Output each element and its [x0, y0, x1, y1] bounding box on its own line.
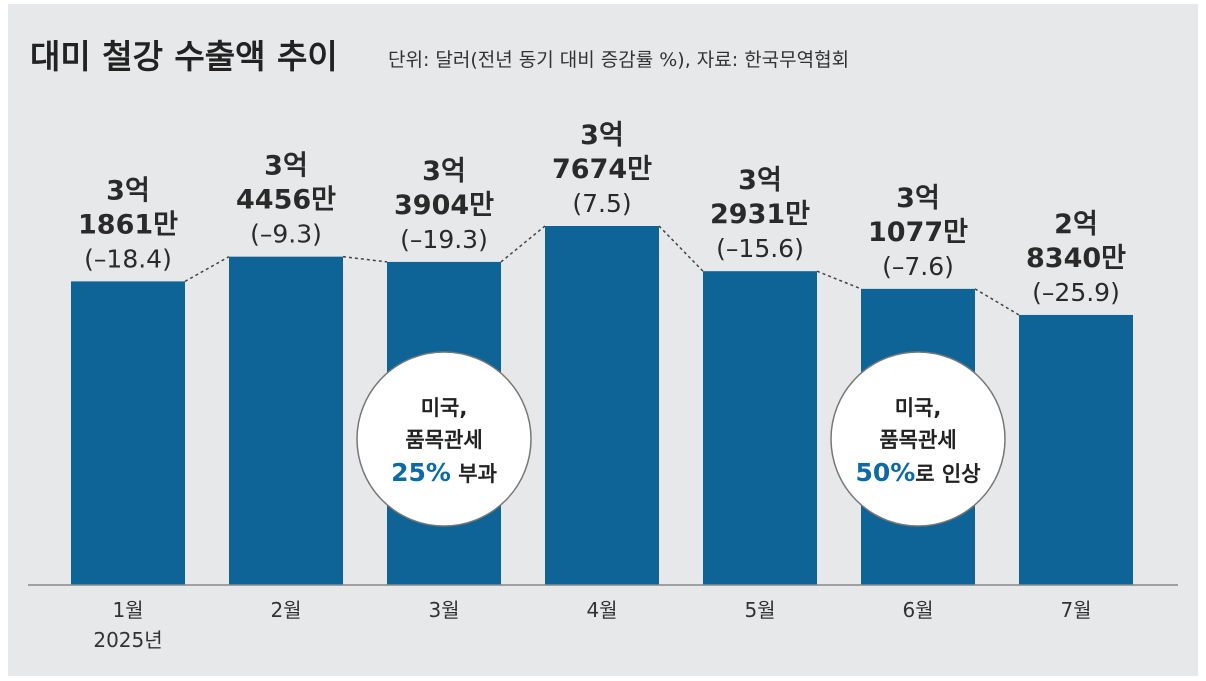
value-label-line2: 8340만: [1026, 243, 1126, 274]
chart-subtitle: 단위: 달러(전년 동기 대비 증감률 %), 자료: 한국무역협회: [388, 49, 849, 71]
x-axis-labels: 1월 2월 3월 4월 5월 6월 7월 2025년: [93, 598, 1091, 652]
connector-lines: [184, 225, 1020, 316]
annotation-1: 미국, 품목관세 25% 부과: [356, 351, 532, 527]
value-labels: 3억1861만(–18.4)3억4456만(–9.3)3억3904만(–19.3…: [78, 120, 1126, 307]
bar-5: [703, 271, 817, 585]
connector-line: [184, 256, 230, 283]
value-label-line1: 3억: [422, 156, 466, 187]
annotation-circle: [356, 351, 532, 527]
annotation-line2: 품목관세: [405, 428, 482, 452]
annotation-line1: 미국,: [421, 396, 468, 420]
annotation-line3: 25% 부과: [391, 458, 497, 487]
change-label: (7.5): [572, 189, 631, 218]
value-label-line1: 3억: [580, 120, 624, 151]
x-tick-label: 4월: [586, 598, 617, 622]
bar-7: [1019, 314, 1133, 585]
annotation-suffix: 부과: [451, 462, 497, 486]
connector-line: [658, 225, 704, 272]
annotation-line2: 품목관세: [879, 428, 956, 452]
value-label-line2: 3904만: [394, 190, 494, 221]
value-label-line1: 3억: [264, 151, 308, 182]
value-label-line2: 1077만: [868, 217, 968, 248]
change-label: (–18.4): [84, 244, 172, 273]
connector-line: [500, 225, 546, 263]
x-year-label: 2025년: [93, 628, 162, 652]
value-label-line1: 3억: [106, 175, 150, 206]
change-label: (–19.3): [400, 225, 488, 254]
annotation-circle: [830, 351, 1006, 527]
annotations: 미국, 품목관세 25% 부과 미국, 품목관세 50%로 인상: [356, 351, 1006, 527]
bar-2: [229, 256, 343, 585]
annotation-line1: 미국,: [895, 396, 942, 420]
x-tick-label: 3월: [428, 598, 459, 622]
connector-line: [816, 270, 862, 290]
value-label-line2: 7674만: [552, 154, 652, 185]
x-tick-label: 2월: [270, 598, 301, 622]
connector-line: [342, 255, 388, 263]
connector-line: [974, 288, 1020, 316]
annotation-2: 미국, 품목관세 50%로 인상: [830, 351, 1006, 527]
value-label-line2: 1861만: [78, 209, 178, 240]
value-label-line1: 2억: [1054, 209, 1098, 240]
annotation-line3: 50%로 인상: [855, 458, 980, 487]
value-label-line2: 4456만: [236, 185, 336, 216]
annotation-suffix: 로 인상: [915, 462, 980, 486]
change-label: (–15.6): [716, 234, 804, 263]
annotation-highlight: 25%: [391, 458, 451, 487]
chart-title: 대미 철강 수출액 추이: [30, 37, 338, 76]
chart-svg: 대미 철강 수출액 추이 단위: 달러(전년 동기 대비 증감률 %), 자료:…: [28, 37, 1178, 652]
x-tick-label: 6월: [902, 598, 933, 622]
bar-4: [545, 226, 659, 585]
annotation-highlight: 50%: [855, 458, 915, 487]
change-label: (–7.6): [882, 252, 954, 281]
bar-1: [71, 281, 185, 585]
value-label-line1: 3억: [738, 165, 782, 196]
value-label-line1: 3억: [896, 183, 940, 214]
change-label: (–25.9): [1032, 278, 1120, 307]
bar-group: [71, 226, 1133, 585]
x-tick-label: 1월: [112, 598, 143, 622]
chart: 대미 철강 수출액 추이 단위: 달러(전년 동기 대비 증감률 %), 자료:…: [8, 4, 1198, 676]
x-tick-label: 5월: [744, 598, 775, 622]
change-label: (–9.3): [250, 220, 322, 249]
x-tick-label: 7월: [1060, 598, 1091, 622]
value-label-line2: 2931만: [710, 199, 810, 230]
